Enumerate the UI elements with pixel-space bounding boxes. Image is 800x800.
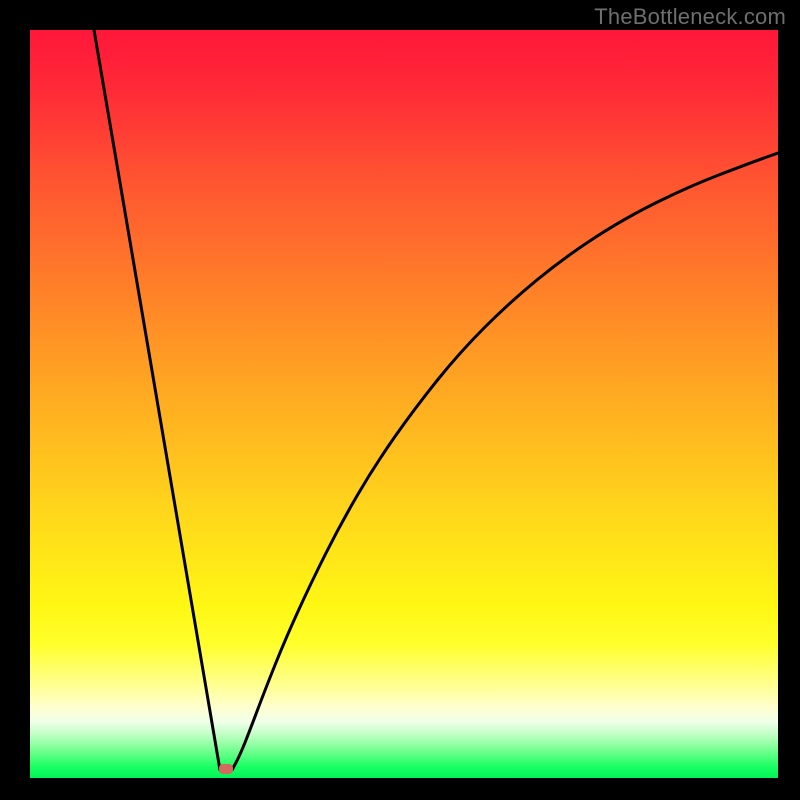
minimum-marker [219,764,233,774]
plot-frame [30,30,778,778]
watermark-text: TheBottleneck.com [594,4,786,30]
bottleneck-curve [30,30,778,778]
